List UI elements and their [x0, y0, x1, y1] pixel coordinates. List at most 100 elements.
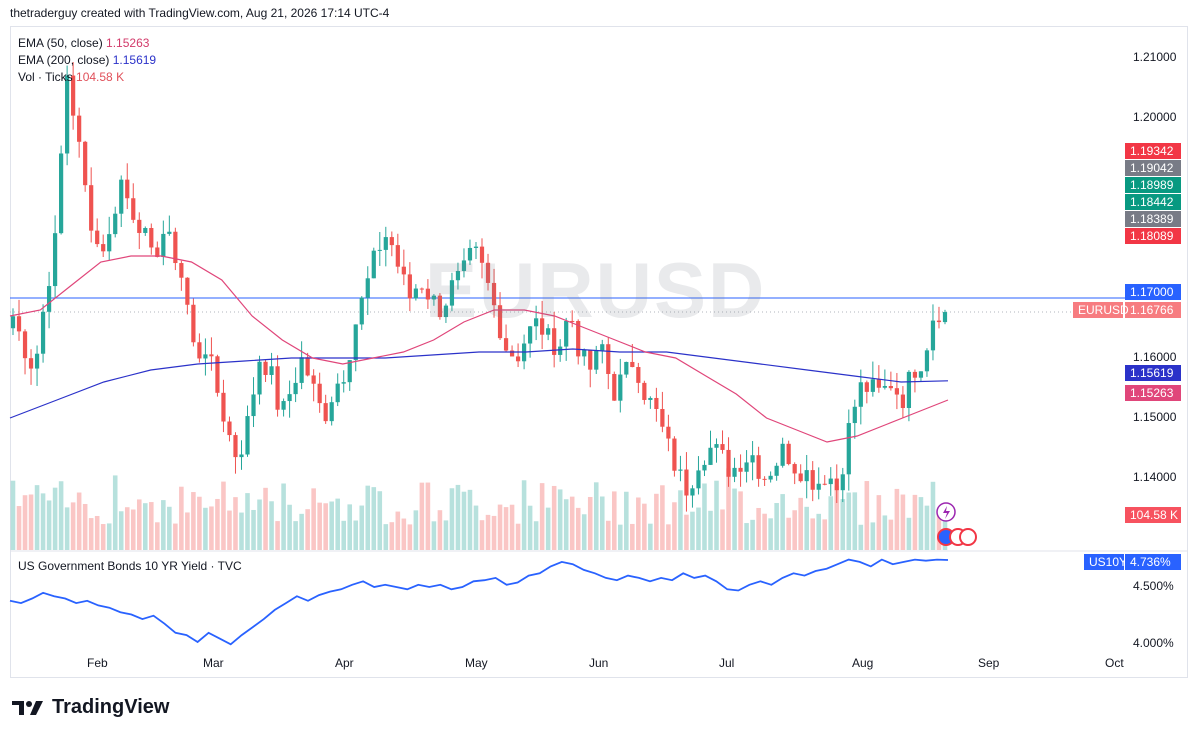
candle-body — [52, 233, 58, 287]
volume-bar — [425, 482, 431, 550]
volume-bar — [936, 511, 942, 550]
candle-body — [83, 141, 88, 186]
candle-body — [413, 288, 418, 299]
volume-label: 104.58 K — [1125, 507, 1181, 523]
volume-bar — [383, 524, 389, 550]
candle-body — [143, 228, 148, 233]
candle-body — [636, 367, 641, 383]
volume-bar — [275, 521, 280, 550]
volume-bar — [124, 507, 130, 550]
volume-bar — [563, 499, 569, 550]
price-tick-label: 1.14000 — [1133, 470, 1177, 484]
volume-bar — [846, 492, 852, 550]
volume-bar — [864, 481, 870, 550]
volume-bar — [179, 486, 184, 550]
volume-bar — [76, 492, 82, 550]
candle-body — [672, 438, 677, 471]
candle-body — [612, 373, 617, 401]
volume-bar — [822, 519, 828, 550]
candle-body — [503, 338, 509, 351]
volume-bar — [106, 523, 112, 550]
legend-ema200-value: 1.15619 — [112, 53, 157, 67]
candle-body — [756, 455, 761, 479]
candle-body — [696, 470, 701, 489]
volume-bar — [654, 493, 659, 550]
volume-bar — [347, 504, 353, 550]
candle-body — [780, 443, 785, 466]
volume-bar — [533, 521, 539, 550]
volume-bar — [696, 507, 701, 550]
volume-bar — [209, 506, 214, 550]
volume-bar — [491, 515, 497, 550]
volume-bar — [738, 491, 743, 550]
volume-bar — [497, 504, 503, 550]
volume-bar — [840, 499, 846, 550]
candle-body — [389, 237, 394, 246]
legend-ema200[interactable]: EMA (200, close) 1.15619 — [18, 52, 156, 69]
volume-bar — [311, 488, 316, 550]
candle-body — [239, 454, 244, 458]
bond-tick-label: 4.500% — [1133, 579, 1174, 594]
candle-body — [936, 320, 942, 323]
volume-bar — [70, 502, 76, 550]
candle-body — [329, 402, 334, 422]
candle-body — [305, 357, 310, 376]
volume-bar — [906, 517, 912, 550]
volume-bar — [269, 501, 274, 550]
legend-vol[interactable]: Vol · Ticks 104.58 K — [18, 69, 156, 86]
volume-bar — [473, 505, 479, 550]
candle-body — [666, 426, 671, 439]
candle-body — [588, 350, 593, 370]
volume-bar — [551, 485, 557, 550]
candle-body — [425, 288, 430, 300]
volume-bar — [455, 484, 461, 550]
volume-bar — [185, 512, 190, 550]
volume-bar — [678, 490, 683, 550]
candle-body — [912, 371, 918, 378]
candle-body — [287, 394, 292, 402]
bond-pane-label: US Government Bonds 10 YR Yield · TVC — [18, 559, 242, 573]
price-label: 1.16766 — [1125, 302, 1181, 318]
legend-ema50-value: 1.15263 — [106, 36, 150, 50]
volume-bar — [690, 511, 695, 550]
candle-body — [377, 249, 382, 251]
volume-bar — [503, 507, 509, 550]
volume-bar — [371, 487, 377, 550]
candle-body — [546, 328, 551, 335]
volume-bar — [88, 518, 94, 550]
indicator-legend: EMA (50, close) 1.15263 EMA (200, close)… — [18, 35, 156, 86]
footer-logo[interactable]: TradingView — [12, 696, 169, 719]
volume-bar — [94, 515, 100, 550]
volume-bar — [167, 506, 172, 550]
volume-bar — [708, 510, 713, 550]
volume-bar — [112, 475, 118, 550]
volume-bar — [485, 514, 491, 550]
ema200-line — [9, 348, 949, 419]
candle-body — [528, 326, 533, 344]
volume-bar — [876, 495, 882, 550]
candle-body — [942, 312, 948, 323]
candle-body — [371, 250, 376, 279]
legend-ema50[interactable]: EMA (50, close) 1.15263 — [18, 35, 156, 52]
volume-bar — [335, 498, 340, 550]
candle-body — [768, 475, 773, 480]
candle-body — [732, 467, 737, 477]
legend-ema200-label: EMA (200, close) — [18, 53, 110, 67]
candle-body — [203, 354, 208, 359]
candle-body — [576, 321, 581, 357]
volume-bar — [461, 491, 467, 550]
candle-body — [95, 230, 100, 245]
volume-bar — [16, 506, 22, 550]
candle-body — [714, 444, 719, 448]
candle-body — [46, 286, 52, 312]
candle-body — [407, 274, 412, 299]
candle-body — [882, 386, 887, 388]
candle-body — [564, 320, 569, 347]
volume-bar — [281, 483, 286, 550]
volume-bar — [215, 498, 220, 550]
candle-body — [125, 179, 130, 199]
candle-body — [257, 361, 262, 395]
volume-bar — [82, 503, 88, 550]
candle-body — [119, 179, 124, 214]
